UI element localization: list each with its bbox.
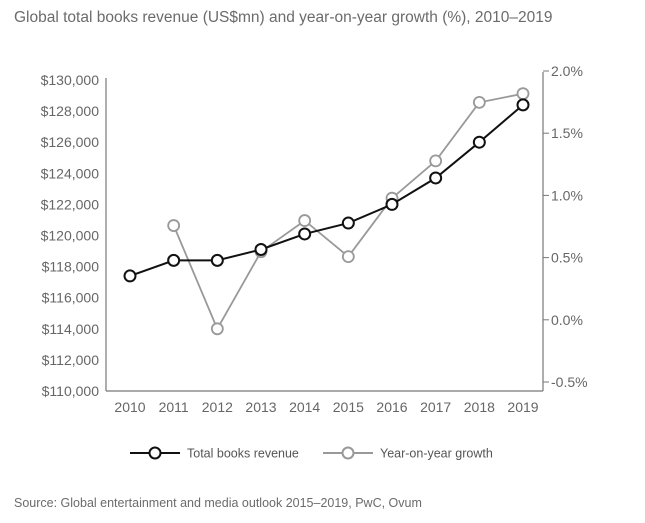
data-point [123, 269, 137, 283]
data-point [167, 219, 181, 232]
right-tick-label: 2.0% [551, 63, 583, 79]
left-axis-ticks: $110,000 $112,000 $114,000 $116,000 $118,000… [41, 72, 100, 399]
source-note: Source: Global entertainment and media o… [14, 496, 422, 510]
x-tick-label: 2015 [333, 399, 364, 415]
left-tick-label: $126,000 [41, 134, 100, 150]
x-tick-label: 2019 [507, 399, 538, 415]
right-axis-ticks: -0.5% 0.0% 0.5% 1.0% 1.5% 2.0% [543, 63, 588, 390]
legend-label: Year-on-year growth [380, 447, 493, 461]
axes [105, 72, 544, 392]
data-point [210, 253, 224, 267]
left-tick-label: $110,000 [42, 383, 100, 399]
right-tick-label: 0.5% [551, 250, 583, 266]
series-layer [123, 87, 530, 336]
legend-swatch-marker [148, 446, 162, 460]
series-line [172, 92, 524, 331]
left-tick-label: $130,000 [41, 72, 100, 88]
left-tick-label: $112,000 [42, 352, 100, 368]
data-point [516, 87, 530, 101]
left-tick-label: $128,000 [41, 103, 100, 119]
line-chart: $110,000 $112,000 $114,000 $116,000 $118,000… [41, 63, 588, 461]
right-tick-label: 1.5% [551, 125, 583, 141]
x-tick-label: 2012 [202, 399, 233, 415]
x-tick-label: 2010 [114, 399, 145, 415]
data-point [298, 227, 312, 241]
legend-item: Total books revenue [130, 446, 299, 461]
data-point [429, 154, 443, 168]
legend-item: Year-on-year growth [323, 446, 493, 461]
x-tick-label: 2016 [376, 399, 407, 415]
series-line [129, 104, 524, 277]
x-tick-label: 2014 [289, 399, 320, 415]
x-tick-label: 2017 [420, 399, 451, 415]
data-point [341, 250, 355, 264]
x-axis-ticks: 2010 2011 2012 2013 2014 2015 2016 2017 2018 2019 [114, 399, 538, 415]
data-point [429, 171, 443, 185]
series-year-on-year-growth [167, 87, 530, 336]
left-tick-label: $122,000 [41, 196, 100, 212]
legend-swatch-marker [341, 446, 355, 460]
x-tick-label: 2018 [464, 399, 495, 415]
data-point [341, 216, 355, 230]
data-point [298, 214, 312, 227]
chart-title: Global total books revenue (US$mn) and y… [14, 9, 553, 26]
left-tick-label: $120,000 [41, 228, 100, 244]
left-tick-label: $114,000 [42, 321, 100, 337]
series-total-books-revenue [123, 98, 530, 283]
left-tick-label: $124,000 [41, 165, 100, 181]
data-point [167, 253, 181, 267]
right-tick-label: 1.0% [551, 187, 583, 203]
left-tick-label: $118,000 [42, 259, 100, 275]
legend-label: Total books revenue [187, 447, 299, 461]
data-point [472, 95, 486, 109]
data-point [210, 322, 224, 336]
data-point [516, 98, 530, 112]
x-tick-label: 2013 [245, 399, 276, 415]
data-point [254, 242, 268, 256]
legend: Total books revenue Year-on-year growth [130, 446, 493, 461]
right-tick-label: -0.5% [551, 374, 588, 390]
left-tick-label: $116,000 [42, 290, 100, 306]
data-point [472, 135, 486, 149]
right-tick-label: 0.0% [551, 312, 583, 328]
x-tick-label: 2011 [159, 399, 189, 415]
data-point [385, 197, 399, 211]
